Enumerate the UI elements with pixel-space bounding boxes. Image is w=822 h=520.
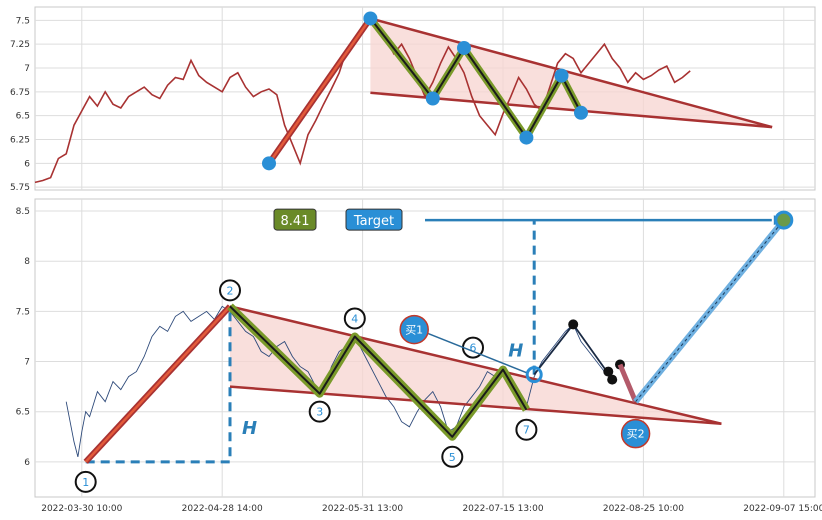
- bottom-upper-trendline: [229, 305, 722, 425]
- bottom-y-tick-label: 6.5: [16, 408, 30, 418]
- top-y-tick-label: 7.5: [16, 16, 30, 26]
- pivot-circle: [219, 279, 241, 302]
- target-box-label: Target: [353, 214, 394, 229]
- top-y-tick-label: 6: [24, 159, 30, 169]
- bottom-plot-area: [34, 198, 816, 498]
- buy2-marker: [620, 418, 651, 449]
- top-y-tick-label: 6.25: [10, 135, 30, 145]
- projection-line-outer: [633, 218, 787, 404]
- pivot-number-label: 3: [316, 406, 323, 419]
- bottom-y-tick-label: 8: [24, 257, 30, 267]
- top-pivot-marker: [262, 156, 276, 171]
- top-y-tick-label: 7.25: [10, 40, 30, 50]
- pivot-number-label: 4: [351, 312, 358, 325]
- buy1-arrow: [427, 332, 527, 374]
- bottom-y-tick-label: 8.5: [16, 207, 30, 217]
- bottom-x-tick-label: 2022-08-25 10:00: [603, 504, 684, 514]
- price-box: [273, 208, 317, 231]
- breakout-height-label: H: [508, 341, 523, 362]
- bottom-zigzag-inner: [229, 305, 528, 438]
- top-y-tick-label: 6.5: [16, 112, 30, 122]
- pullback-segment: [617, 363, 638, 403]
- buy2-label: 买2: [627, 428, 645, 441]
- top-pivot-marker: [363, 11, 378, 26]
- pivot-number-label: 5: [449, 451, 456, 464]
- top-y-tick-label: 6.75: [10, 88, 30, 98]
- top-panel: 5.75 6 6.25 6.5 6.75 7 7.25 7.5: [10, 6, 816, 193]
- top-pivot-marker: [457, 40, 471, 55]
- bottom-x-tick-label: 2022-04-28 14:00: [182, 504, 263, 514]
- bottom-y-tick-label: 7.5: [16, 307, 30, 317]
- target-box: [345, 208, 403, 231]
- top-pivot-marker: [425, 91, 440, 106]
- swing-dot: [603, 366, 614, 377]
- top-pivot-marker: [554, 68, 569, 83]
- bottom-x-tick-label: 2022-03-30 10:00: [41, 504, 122, 514]
- top-upper-trendline: [370, 17, 773, 129]
- buy1-marker: [399, 314, 429, 345]
- bottom-y-tick-label: 6: [24, 458, 30, 468]
- swing-dot: [607, 374, 618, 385]
- pivot-number-label: 2: [227, 284, 234, 297]
- height-measure-line: [85, 306, 232, 464]
- pivot-number-label: 6: [470, 342, 477, 355]
- pivot-circle: [343, 307, 366, 330]
- buy1-label: 买1: [405, 324, 423, 337]
- swing-dot: [568, 319, 579, 330]
- top-impulse-leg-inner: [267, 17, 372, 165]
- pivot-circle: [308, 400, 331, 423]
- bottom-panel: 6 6.5 7 7.5 8 8.5 2022-03-30 10:00 2022-04-28 1…: [16, 198, 822, 514]
- top-pivot-marker: [519, 130, 534, 145]
- pivot-number-label: 1: [82, 476, 89, 489]
- top-y-tick-label: 5.75: [10, 183, 30, 193]
- pivot-circle: [515, 418, 538, 441]
- pivot-number-label: 7: [523, 424, 530, 437]
- height-label: H: [242, 418, 257, 439]
- bottom-x-tick-label: 2022-09-07 15:00: [743, 504, 822, 514]
- pivot-circle: [74, 470, 97, 493]
- price-box-label: 8.41: [281, 214, 310, 229]
- pivot-circle: [441, 445, 464, 468]
- bottom-impulse-leg-inner: [84, 305, 231, 463]
- top-y-tick-label: 7: [24, 64, 30, 74]
- bottom-y-tick-label: 7: [24, 358, 30, 368]
- bottom-x-tick-label: 2022-05-31 13:00: [322, 504, 403, 514]
- bottom-x-tick-label: 2022-07-15 13:00: [462, 504, 543, 514]
- top-pivot-marker: [574, 105, 588, 120]
- target-point-marker: [774, 210, 794, 230]
- breakout-point-marker: [525, 366, 543, 384]
